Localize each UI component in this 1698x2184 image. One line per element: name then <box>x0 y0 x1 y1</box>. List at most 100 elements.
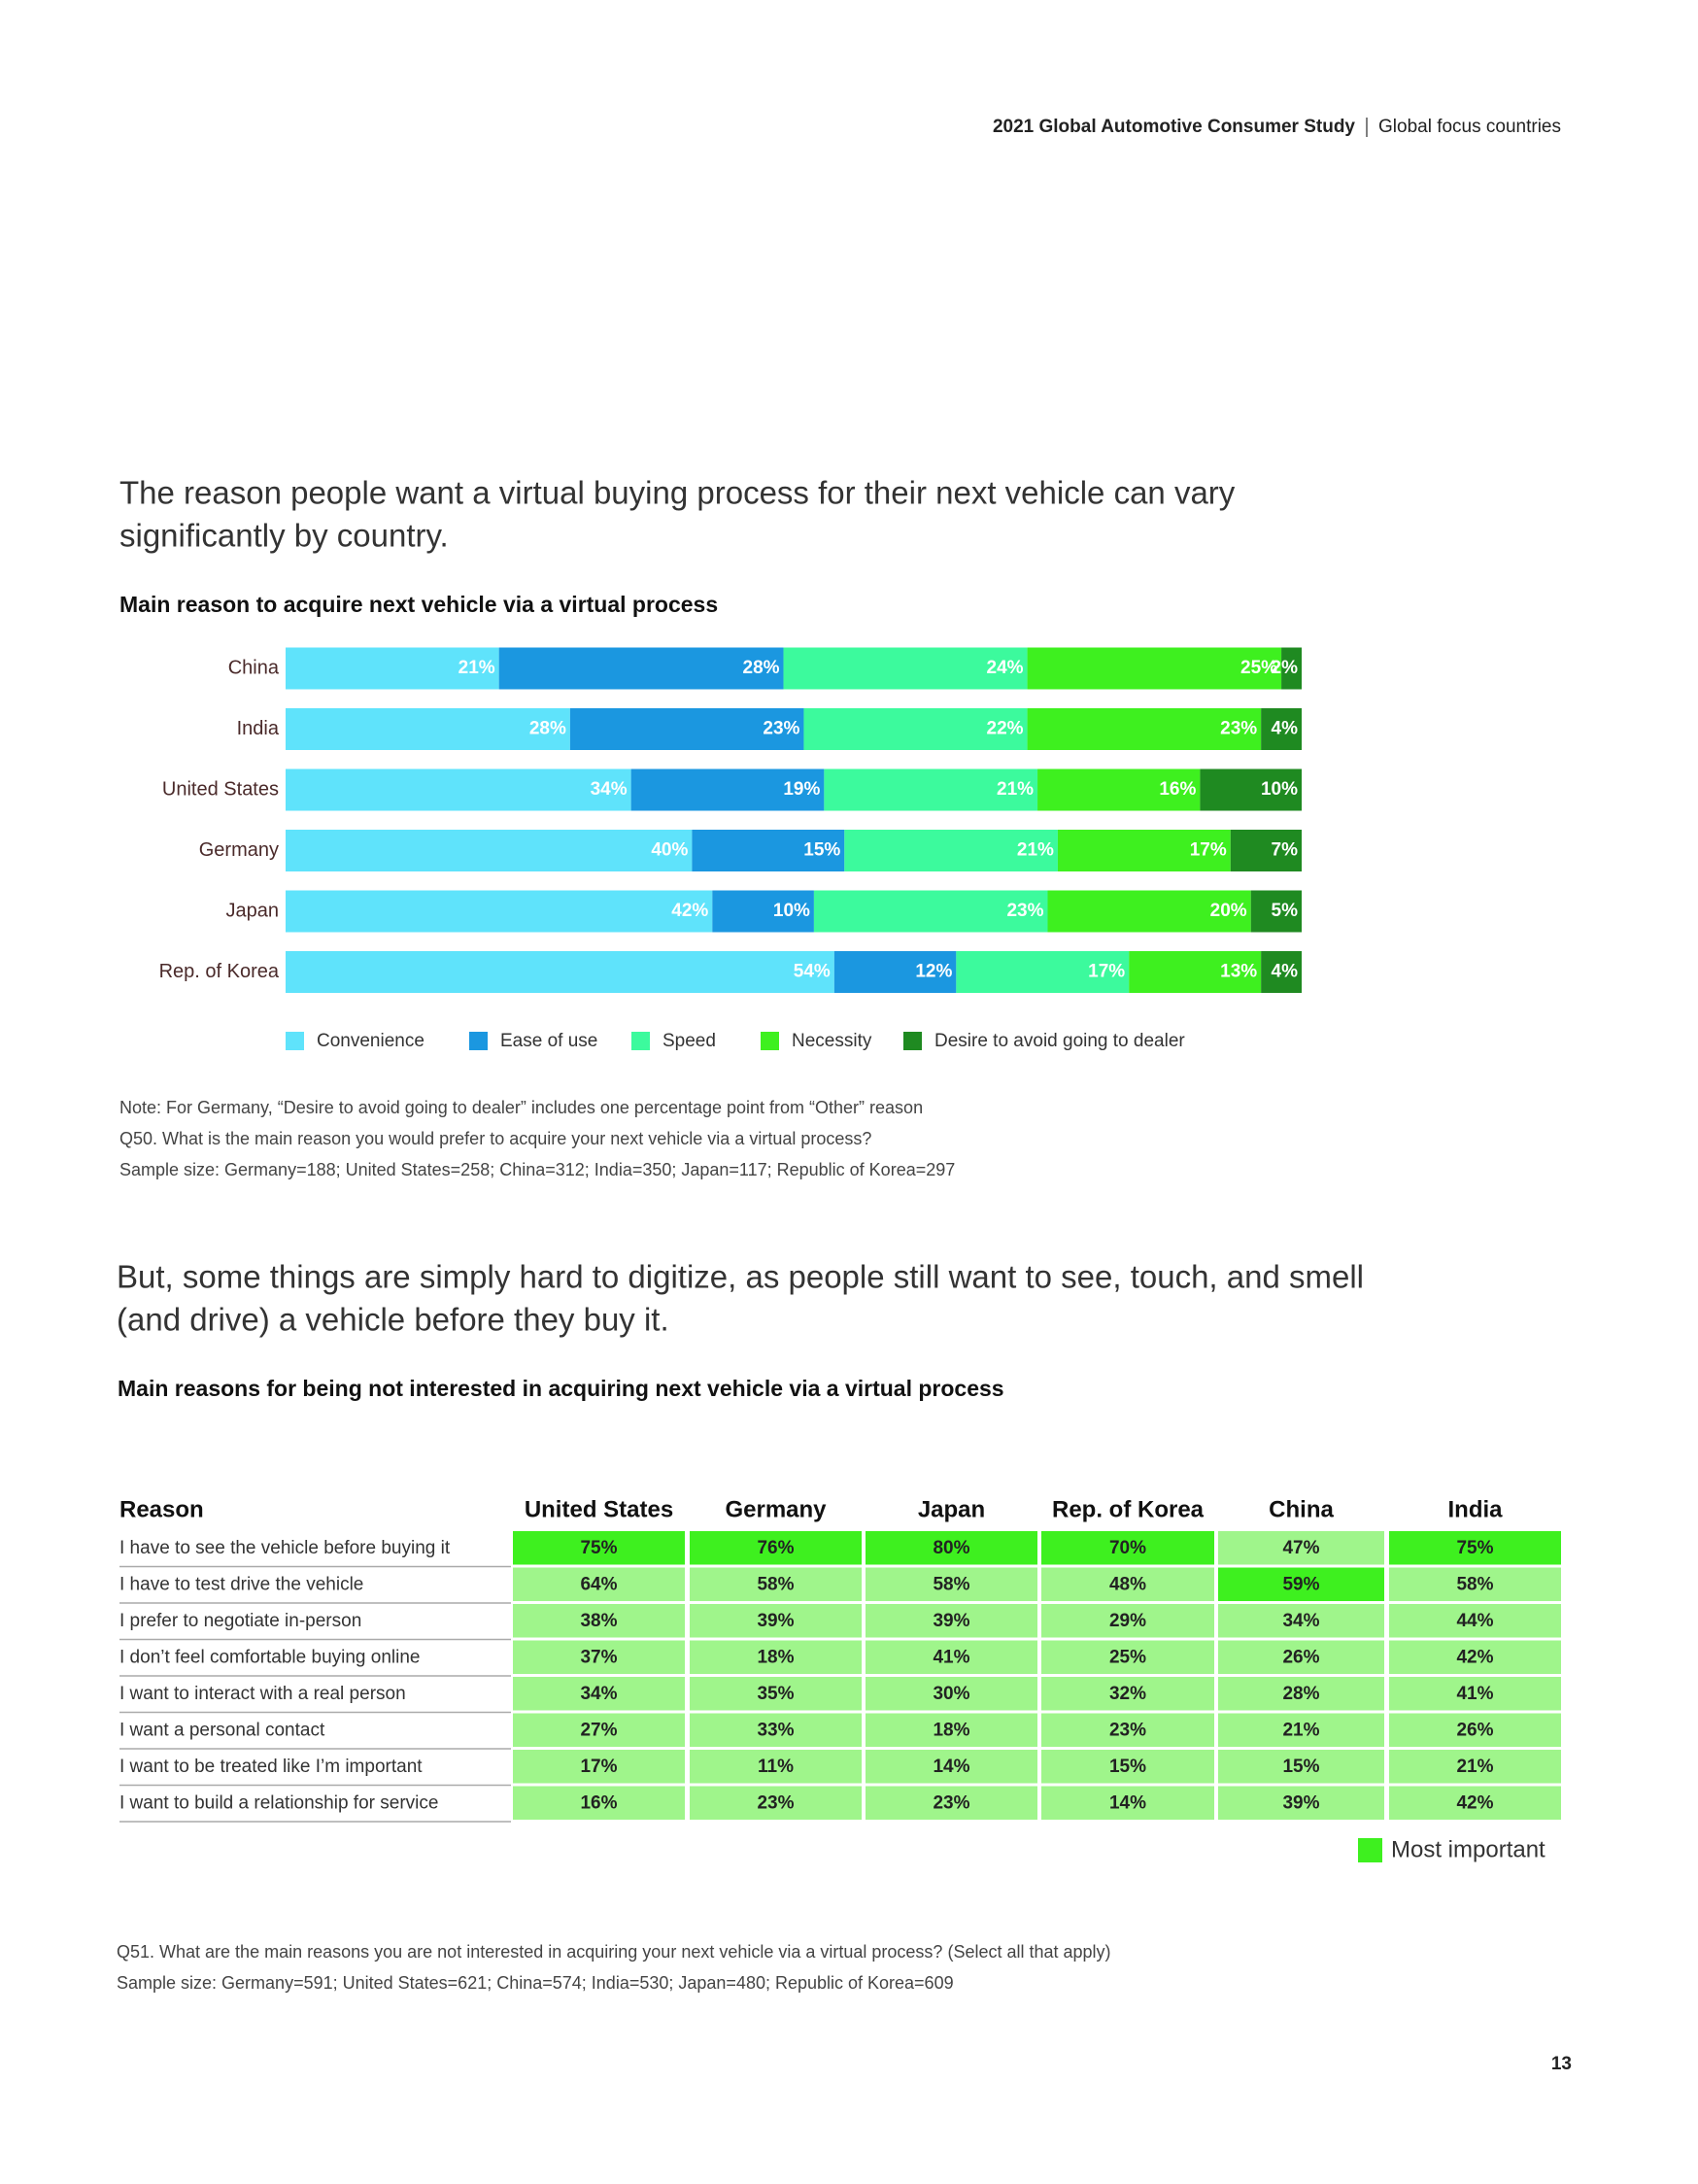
table-cell: 28% <box>1282 1684 1319 1704</box>
note: Sample size: Germany=188; United States=… <box>119 1160 955 1179</box>
cell-background <box>690 1677 862 1711</box>
bar-segment <box>783 647 1028 690</box>
legend-swatch <box>761 1032 779 1050</box>
table-cell: I have to see the vehicle before buying … <box>119 1538 451 1558</box>
cell-background <box>1389 1567 1561 1601</box>
value-label: 28% <box>743 658 780 678</box>
value-label: 10% <box>773 901 810 921</box>
value-label: 15% <box>803 840 840 861</box>
table-cell: 14% <box>933 1757 969 1777</box>
page-number: 13 <box>1551 2054 1572 2074</box>
bar-segment <box>844 830 1058 871</box>
header-title: 2021 Global Automotive Consumer Study <box>993 117 1355 137</box>
bar-segment <box>286 708 570 750</box>
table-cell: 37% <box>580 1647 617 1667</box>
cell-background <box>866 1677 1037 1711</box>
cell-background <box>1041 1531 1214 1565</box>
cell-background <box>1041 1713 1214 1747</box>
table-cell: 23% <box>757 1792 794 1813</box>
bar-segment <box>692 830 845 871</box>
value-label: 21% <box>1017 840 1054 861</box>
bar-segment <box>813 890 1048 933</box>
bar-segment <box>1047 890 1251 933</box>
bar-segment <box>286 890 713 933</box>
bar-segment <box>286 951 834 993</box>
cell-background <box>1041 1567 1214 1601</box>
value-label: 23% <box>1006 901 1043 921</box>
category-label: Rep. of Korea <box>159 961 280 982</box>
table-header: Rep. of Korea <box>1052 1496 1205 1522</box>
cell-background <box>513 1750 685 1784</box>
cell-background <box>1218 1604 1384 1638</box>
table-cell: I want to be treated like I’m important <box>119 1757 423 1777</box>
cell-background <box>1389 1604 1561 1638</box>
table-cell: 18% <box>757 1647 794 1667</box>
table-cell: 25% <box>1109 1647 1146 1667</box>
table-cell: 35% <box>757 1684 794 1704</box>
table-cell: 41% <box>933 1647 969 1667</box>
table-cell: 39% <box>933 1611 969 1631</box>
cell-background <box>1389 1677 1561 1711</box>
table-cell: 27% <box>580 1720 617 1740</box>
note: Note: For Germany, “Desire to avoid goin… <box>119 1098 923 1117</box>
cell-background <box>513 1677 685 1711</box>
bar-segment <box>1230 830 1302 871</box>
bar-segment <box>1129 951 1262 993</box>
table-cell: 42% <box>1456 1647 1493 1667</box>
bar-segment <box>286 647 499 690</box>
cell-background <box>1218 1713 1384 1747</box>
cell-background <box>1218 1677 1384 1711</box>
table-cell: 18% <box>933 1720 969 1740</box>
table-cell: 80% <box>933 1538 969 1558</box>
table-cell: 15% <box>1282 1757 1319 1777</box>
legend-label: Desire to avoid going to dealer <box>934 1031 1185 1051</box>
table-cell: I want a personal contact <box>119 1720 325 1740</box>
cell-background <box>1218 1640 1384 1674</box>
bar-segment <box>1057 830 1231 871</box>
legend-label: Speed <box>662 1031 716 1051</box>
value-label: 16% <box>1159 779 1196 800</box>
legend-swatch <box>631 1032 650 1050</box>
table-header: United States <box>525 1496 673 1522</box>
cell-background <box>513 1567 685 1601</box>
bar-segment <box>630 768 825 811</box>
heading: significantly by country. <box>119 518 449 554</box>
value-label: 21% <box>997 779 1034 800</box>
table-title: Main reasons for being not interested in… <box>118 1376 1004 1401</box>
cell-background <box>690 1640 862 1674</box>
table-cell: 70% <box>1109 1538 1146 1558</box>
cell-background <box>1041 1677 1214 1711</box>
table-cell: 33% <box>757 1720 794 1740</box>
table-cell: 11% <box>758 1757 794 1777</box>
header-section: Global focus countries <box>1378 117 1561 137</box>
table-cell: 38% <box>580 1611 617 1631</box>
value-label: 17% <box>1190 840 1227 861</box>
legend-label: Most important <box>1391 1836 1545 1862</box>
legend-swatch <box>286 1032 304 1050</box>
legend-label: Ease of use <box>500 1031 597 1051</box>
table-cell: 39% <box>1282 1792 1319 1813</box>
category-label: Germany <box>199 839 279 861</box>
heading: But, some things are simply hard to digi… <box>117 1259 1364 1295</box>
table-header: Germany <box>725 1496 827 1522</box>
cell-background <box>866 1713 1037 1747</box>
cell-background <box>690 1604 862 1638</box>
table-cell: 23% <box>1109 1720 1146 1740</box>
cell-background <box>1218 1567 1384 1601</box>
table-cell: 17% <box>580 1757 617 1777</box>
table-header: Reason <box>119 1496 204 1522</box>
legend-swatch <box>469 1032 488 1050</box>
cell-background <box>1041 1604 1214 1638</box>
table-header: Japan <box>918 1496 985 1522</box>
bar-segment <box>1200 768 1302 811</box>
table-cell: I want to build a relationship for servi… <box>119 1792 438 1813</box>
value-label: 12% <box>915 962 952 982</box>
bar-segment <box>498 647 784 690</box>
value-label: 23% <box>763 719 799 739</box>
bar-segment <box>712 890 814 933</box>
table-cell: 32% <box>1109 1684 1146 1704</box>
cell-background <box>1389 1750 1561 1784</box>
cell-background <box>1389 1640 1561 1674</box>
value-label: 2% <box>1272 658 1299 678</box>
